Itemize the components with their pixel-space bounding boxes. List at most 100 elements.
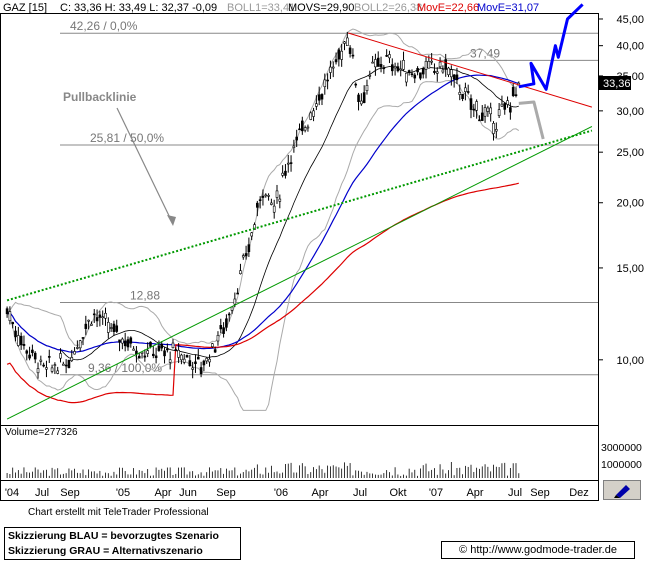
candle-body: [303, 127, 307, 131]
candle-body: [182, 358, 186, 363]
pullback-arrow: [116, 107, 174, 225]
candle-body: [461, 93, 464, 100]
candle-body: [81, 337, 85, 339]
x-tick-label: '06: [274, 487, 288, 499]
volume-label: Volume=277326: [5, 427, 78, 438]
candle-body: [247, 244, 251, 252]
candle-body: [407, 70, 411, 73]
resistance-line: [348, 32, 593, 108]
x-tick-label: Sep: [216, 487, 236, 499]
candle-body: [143, 355, 147, 358]
candle-body: [230, 306, 234, 311]
candle-body: [205, 357, 209, 362]
candle-body: [191, 367, 194, 370]
candlesticks: [5, 31, 521, 379]
candle-body: [360, 100, 363, 105]
candle-body: [357, 94, 360, 102]
x-tick-label: '07: [429, 487, 443, 499]
indicator-lines: [6, 28, 520, 411]
support-line: [6, 126, 593, 420]
legend-gray: Skizzierung GRAU = Alternativszenario: [8, 545, 203, 557]
candle-body: [174, 349, 178, 351]
scenario-gray-path: [518, 100, 545, 140]
header-boll1: BOLL1=33,41: [227, 2, 295, 14]
candle-body: [194, 361, 197, 365]
candle-body: [132, 348, 135, 351]
candle-body: [244, 253, 248, 257]
header-symbol: GAZ [15]: [3, 2, 47, 14]
candle-body: [146, 350, 149, 354]
x-tick-label: Jul: [508, 487, 522, 499]
candle-body: [87, 319, 90, 322]
candle-body: [76, 347, 79, 349]
candle-body: [121, 338, 124, 344]
candle-body: [272, 205, 276, 213]
candle-body: [101, 316, 104, 319]
candle-body: [137, 355, 141, 359]
candle-body: [129, 337, 133, 344]
candle-body: [42, 364, 45, 367]
chart-tool-button[interactable]: [603, 480, 641, 500]
source-url: http://www.godmode-trader.de: [470, 544, 617, 556]
candle-body: [171, 342, 175, 348]
candle-body: [421, 67, 425, 75]
price-panel: [0, 13, 599, 426]
x-tick-label: Jul: [35, 487, 49, 499]
candle-body: [419, 72, 422, 79]
candle-body: [444, 59, 448, 70]
candle-body: [402, 60, 405, 70]
candle-body: [435, 71, 439, 74]
candle-body: [45, 367, 48, 370]
candle-body: [483, 107, 487, 117]
legend-box: Skizzierung BLAU = bevorzugtes Szenario …: [4, 527, 241, 560]
candle-body: [239, 270, 242, 275]
x-tick-label: '05: [116, 487, 130, 499]
trend-lines: [6, 32, 593, 420]
header-movs: MOVS=29,90: [288, 2, 354, 14]
candle-body: [275, 190, 279, 198]
candle-body: [466, 91, 470, 93]
y-tick-label: 45,00: [616, 14, 644, 26]
x-axis-labels: '04 Jul Sep '05 Apr Jun Sep '06 Apr Jul Okt '07 Apr J…: [5, 487, 589, 499]
candle-body: [458, 92, 462, 95]
candle-body: [19, 335, 23, 346]
y-tick-label: 15,00: [616, 263, 644, 275]
candle-body: [160, 343, 164, 349]
candle-body: [472, 108, 476, 111]
header-move-red: MovE=22,66: [417, 2, 479, 14]
candle-body: [301, 120, 304, 132]
candle-body: [405, 72, 408, 83]
candle-body: [31, 349, 34, 353]
candle-body: [22, 344, 26, 346]
candle-body: [64, 364, 68, 367]
candle-body: [424, 61, 428, 70]
level-label: 25,81 / 50,0%: [90, 131, 164, 145]
x-tick-label: Apr: [311, 487, 328, 499]
candle-body: [306, 126, 310, 129]
candle-body: [464, 87, 467, 92]
x-tick-label: Okt: [389, 487, 406, 499]
candle-body: [115, 325, 119, 332]
pullback-arrowhead: [167, 215, 176, 226]
candle-body: [450, 69, 453, 78]
candle-body: [343, 41, 346, 44]
candle-body: [295, 136, 298, 141]
candle-body: [348, 47, 352, 54]
candle-body: [500, 103, 504, 107]
candle-body: [354, 83, 358, 86]
source-link[interactable]: © http://www.godmode-trader.de: [441, 541, 635, 559]
candle-body: [233, 298, 237, 305]
candle-body: [33, 352, 37, 360]
candle-body: [475, 101, 478, 111]
level-label: 37,49: [470, 46, 500, 60]
candle-body: [511, 87, 515, 96]
last-price-box: [599, 76, 631, 90]
volume-bars: [6, 462, 520, 478]
candle-body: [497, 109, 501, 116]
candle-body: [298, 128, 301, 131]
candle-body: [365, 85, 369, 91]
candle-body: [396, 66, 400, 72]
candle-body: [438, 61, 442, 68]
